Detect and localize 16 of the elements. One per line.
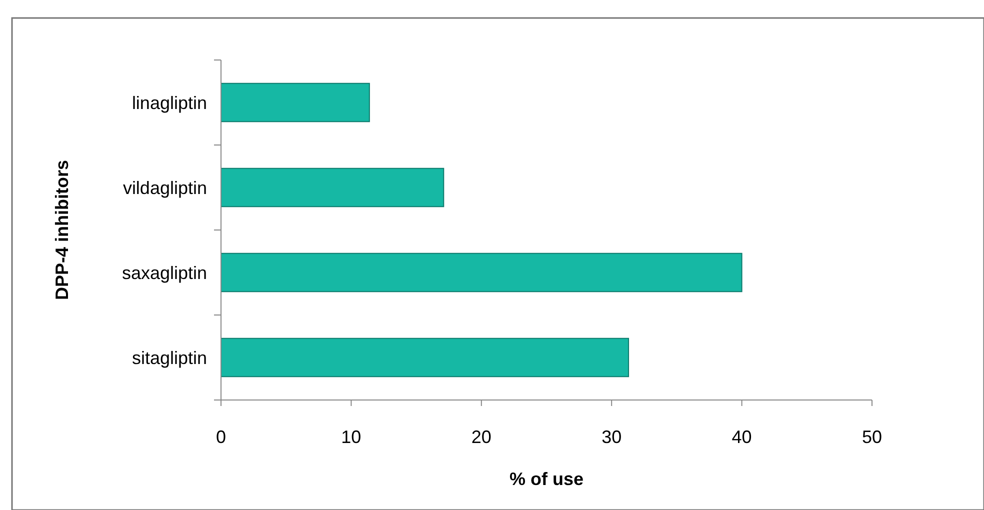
x-axis-title: % of use xyxy=(509,469,584,489)
x-tick-label: 0 xyxy=(216,427,226,447)
bar xyxy=(220,168,444,208)
bar xyxy=(220,82,370,122)
x-tick-label: 30 xyxy=(602,427,622,447)
y-tick-label: vildagliptin xyxy=(122,178,207,198)
bar xyxy=(220,338,630,378)
y-tick-label: sitagliptin xyxy=(132,348,207,368)
bar xyxy=(220,252,742,292)
x-tick-label: 10 xyxy=(341,427,362,447)
x-tick-label: 20 xyxy=(471,427,492,447)
y-axis-title: DPP-4 inhibitors xyxy=(52,160,72,300)
x-tick-label: 40 xyxy=(732,427,752,447)
y-tick-label: linagliptin xyxy=(132,92,207,113)
y-tick-label: saxagliptin xyxy=(122,262,207,283)
x-tick-label: 50 xyxy=(862,427,882,447)
